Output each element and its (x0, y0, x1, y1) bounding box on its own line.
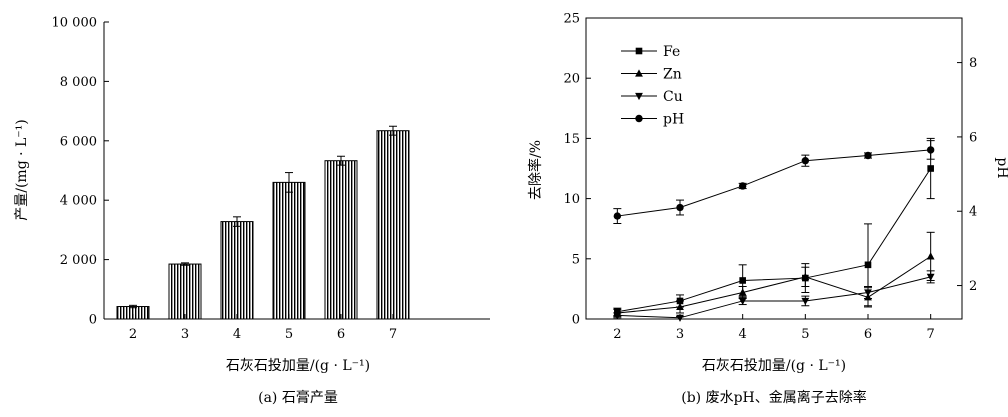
chart-b-ytick-right-label: 2 (969, 279, 977, 294)
chart-a-ylabel: 产量/(mg · L⁻¹) (14, 119, 30, 221)
chart-a-bar (220, 221, 254, 320)
chart-a-bar (376, 130, 410, 320)
series-point-cu (801, 297, 810, 306)
chart-b-ytick-left-label: 15 (563, 132, 580, 147)
legend-marker-ph (635, 114, 643, 123)
chart-a-ytick-label: 0 (89, 313, 97, 328)
chart-a-bar (324, 160, 358, 320)
series-point-fe (864, 261, 872, 269)
legend-marker-cu (635, 92, 643, 101)
series-point-zn (926, 252, 935, 260)
chart-a-ytick-label: 10 000 (52, 16, 98, 31)
chart-b-ytick-left-label: 20 (563, 72, 580, 87)
legend-label-fe: Fe (663, 44, 680, 60)
chart-b-ytick-left-label: 25 (563, 12, 580, 27)
chart-a-ytick-label: 4 000 (60, 194, 97, 209)
legend-label-zn: Zn (663, 67, 682, 83)
chart-b-ylabel-right: pH (994, 157, 1008, 178)
chart-b-ytick-left-label: 0 (572, 313, 580, 328)
series-point-zn (738, 288, 747, 296)
chart-a-bar (272, 181, 306, 320)
chart-b-xtick-label: 5 (801, 327, 809, 342)
chart-a-caption: (a) 石膏产量 (258, 389, 338, 406)
series-point-cu (738, 297, 747, 306)
chart-a-ytick-label: 8 000 (60, 75, 97, 90)
chart-a-xtick-label: 3 (181, 327, 189, 342)
chart-a-xlabel: 石灰石投加量/(g · L⁻¹) (226, 358, 370, 374)
series-point-ph (801, 156, 810, 165)
chart-a-xtick-label: 2 (129, 327, 137, 342)
series-point-fe (927, 165, 934, 172)
series-line-cu (617, 276, 931, 319)
chart-b-xtick-label: 3 (676, 327, 684, 342)
chart-b: 0 5 10 15 20 25 2 4 6 8 2 3 4 5 6 7 Fe Zn Cu pH 去除率/% pH 石… (527, 12, 1008, 407)
series-point-ph (738, 182, 747, 190)
legend-marker-fe (635, 47, 643, 55)
series-point-cu (926, 273, 935, 281)
chart-b-xlabel: 石灰石投加量/(g · L⁻¹) (702, 358, 846, 374)
chart-a: 0 2 000 4 000 6 000 8 000 10 000 2 3 4 5 6 7 产量/(mg… (14, 16, 490, 406)
series-point-cu (676, 314, 684, 322)
series-point-ph (864, 151, 872, 160)
chart-b-xtick-label: 2 (613, 327, 621, 342)
series-point-fe (739, 277, 746, 284)
chart-a-ytick-label: 6 000 (60, 134, 97, 149)
chart-b-ytick-right-label: 6 (969, 130, 977, 145)
chart-a-xtick-label: 4 (233, 327, 241, 342)
legend-label-ph: pH (663, 112, 684, 128)
chart-b-ytick-right-label: 8 (969, 56, 977, 71)
series-line-zn (617, 255, 931, 314)
chart-a-ytick-label: 2 000 (60, 253, 97, 268)
legend-label-cu: Cu (663, 89, 683, 105)
chart-a-xtick-label: 5 (285, 327, 293, 342)
chart-b-caption: (b) 废水pH、金属离子去除率 (681, 389, 867, 406)
chart-b-ytick-left-label: 5 (572, 252, 580, 267)
legend-marker-zn (635, 69, 643, 77)
chart-a-xtick-label: 6 (337, 327, 345, 342)
chart-b-xtick-label: 6 (864, 327, 872, 342)
chart-b-ytick-right-label: 4 (969, 205, 977, 220)
chart-b-legend: Fe Zn Cu pH (621, 44, 684, 128)
series-point-ph (926, 146, 935, 154)
series-line-ph (617, 149, 931, 217)
chart-b-ylabel-left: 去除率/% (527, 140, 544, 200)
chart-a-xtick-label: 7 (389, 327, 397, 342)
chart-b-xtick-label: 4 (739, 327, 747, 342)
series-point-ph (676, 203, 684, 212)
series-line-fe (617, 168, 932, 313)
chart-b-xtick-label: 7 (927, 327, 935, 342)
series-point-cu (613, 312, 622, 320)
series-point-ph (613, 212, 622, 220)
chart-b-plot-frame (585, 17, 963, 320)
series-point-zn (676, 302, 684, 311)
chart-a-bar (168, 263, 202, 320)
series-point-zn (801, 272, 810, 280)
series-point-cu (864, 289, 872, 297)
chart-b-ytick-left-label: 10 (563, 192, 580, 207)
